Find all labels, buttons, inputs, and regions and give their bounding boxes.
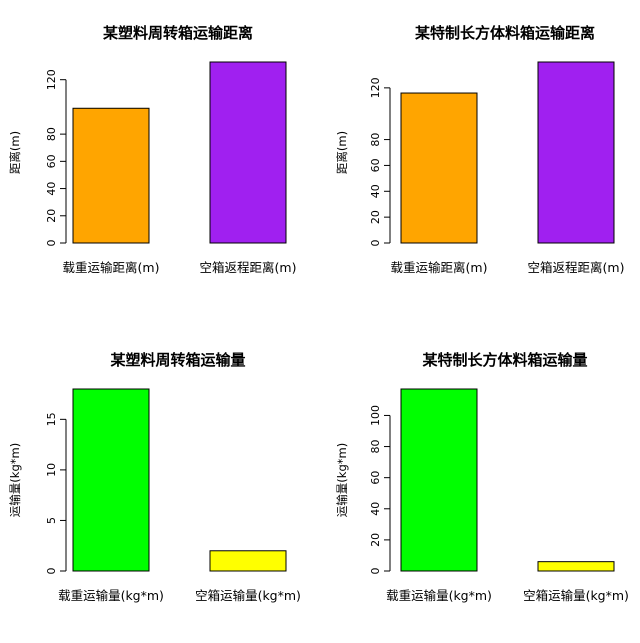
category-label: 空箱返程距离(m): [528, 260, 625, 275]
category-label: 载重运输量(kg*m): [386, 588, 492, 603]
y-tick-label: 20: [369, 533, 382, 547]
y-tick-label: 15: [45, 412, 58, 426]
bar: [537, 61, 615, 244]
y-tick-label: 20: [45, 209, 58, 223]
y-tick-label: 60: [45, 154, 58, 168]
y-tick-label: 40: [45, 182, 58, 196]
y-tick-label: 20: [369, 210, 382, 224]
category-label: 空箱运输量(kg*m): [195, 588, 301, 603]
y-tick-label: 0: [45, 568, 58, 575]
chart-title: 某特制长方体料箱运输距离: [415, 24, 595, 42]
bar: [72, 388, 150, 572]
category-label: 载重运输距离(m): [391, 260, 488, 275]
y-tick-label: 80: [369, 133, 382, 147]
bar: [400, 92, 478, 244]
y-tick-label: 40: [369, 502, 382, 516]
y-axis-label: 距离(m): [8, 131, 22, 174]
y-tick-label: 120: [45, 69, 58, 90]
y-tick-label: 40: [369, 184, 382, 198]
bar: [209, 550, 287, 572]
y-axis-label: 运输量(kg*m): [8, 443, 22, 517]
y-tick-label: 0: [369, 240, 382, 247]
y-axis-label: 运输量(kg*m): [335, 443, 349, 517]
chart-title: 某特制长方体料箱运输量: [422, 351, 587, 369]
y-tick-label: 80: [45, 127, 58, 141]
y-tick-label: 100: [369, 405, 382, 426]
chart-title: 某塑料周转箱运输量: [110, 351, 245, 369]
bar: [537, 561, 615, 572]
bar: [400, 388, 478, 572]
category-label: 载重运输距离(m): [63, 260, 160, 275]
y-tick-label: 10: [45, 463, 58, 477]
y-tick-label: 0: [45, 240, 58, 247]
bar: [209, 61, 287, 244]
chart-title: 某塑料周转箱运输距离: [103, 24, 253, 42]
y-tick-label: 5: [45, 517, 58, 524]
category-label: 空箱运输量(kg*m): [523, 588, 629, 603]
category-label: 载重运输量(kg*m): [58, 588, 164, 603]
y-tick-label: 80: [369, 440, 382, 454]
y-tick-label: 60: [369, 471, 382, 485]
y-tick-label: 0: [369, 568, 382, 575]
category-label: 空箱返程距离(m): [200, 260, 297, 275]
y-axis-label: 距离(m): [335, 131, 349, 174]
y-tick-label: 60: [369, 158, 382, 172]
y-tick-label: 120: [369, 77, 382, 98]
bar: [72, 107, 150, 244]
